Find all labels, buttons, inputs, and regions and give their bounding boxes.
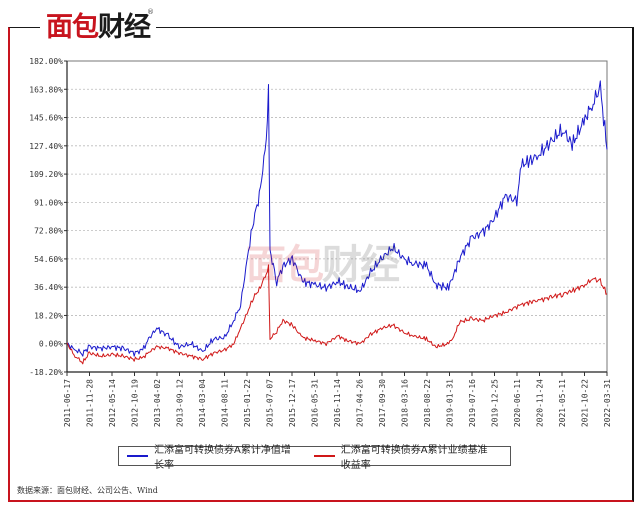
x-tick-label: 2017-04-26: [356, 379, 365, 427]
x-tick-label: 2020-06-11: [513, 379, 522, 427]
logo-text-red: 面包: [46, 11, 99, 43]
x-tick-label: 2011-11-28: [86, 379, 95, 427]
y-tick-label: 18.20%: [34, 311, 63, 320]
x-tick-label: 2016-11-14: [333, 379, 342, 427]
x-tick-label: 2016-05-31: [311, 379, 320, 427]
y-tick-label: 72.80%: [34, 227, 63, 236]
x-tick-label: 2011-06-17: [63, 379, 72, 427]
data-source-note: 数据来源：面包财经、公司公告、Wind: [17, 486, 158, 495]
legend-item-benchmark: 汇添富可转换债券A累计业绩基准收益率: [313, 441, 496, 471]
logo-text-dark: 财经: [98, 11, 151, 43]
x-tick-label: 2017-09-30: [378, 379, 387, 427]
x-tick-label: 2021-05-11: [558, 379, 567, 427]
x-tick-label: 2018-03-16: [401, 379, 410, 427]
x-tick-label: 2013-09-12: [176, 379, 185, 427]
legend-swatch-blue-icon: [127, 455, 149, 457]
x-tick-label: 2012-10-19: [131, 379, 140, 427]
x-tick-label: 2012-05-14: [108, 379, 117, 427]
chart-legend: 汇添富可转换债券A累计净值增长率 汇添富可转换债券A累计业绩基准收益率: [118, 445, 511, 471]
y-tick-label: -18.20%: [29, 368, 63, 377]
y-tick-label: 145.60%: [29, 114, 63, 123]
x-tick-label: 2018-08-22: [423, 379, 432, 427]
legend-swatch-red-icon: [313, 455, 335, 457]
series-line-benchmark: [66, 264, 608, 365]
y-tick-label: 127.40%: [29, 142, 63, 151]
x-tick-label: 2019-07-16: [468, 379, 477, 427]
legend-item-nav-growth: 汇添富可转换债券A累计净值增长率: [127, 441, 292, 471]
brand-logo: 面包财经 ®: [40, 8, 156, 46]
registered-mark-icon: ®: [147, 8, 154, 16]
x-tick-label: 2014-08-11: [221, 379, 230, 427]
legend-label: 汇添富可转换债券A累计净值增长率: [154, 445, 291, 471]
x-tick-label: 2019-01-31: [446, 379, 455, 427]
legend-label: 汇添富可转换债券A累计业绩基准收益率: [340, 445, 488, 471]
y-tick-label: 54.60%: [34, 255, 63, 264]
y-axis: 182.00% 163.80% 145.60% 127.40% 109.20% 91.00…: [29, 57, 68, 377]
series-line-nav-growth: [66, 80, 608, 357]
x-tick-label: 2015-07-07: [266, 379, 275, 427]
x-tick-label: 2020-11-24: [536, 379, 545, 427]
data-series: [66, 80, 608, 365]
x-tick-label: 2013-04-02: [153, 379, 162, 427]
y-tick-label: 91.00%: [34, 198, 63, 207]
x-tick-label: 2022-03-31: [603, 379, 612, 427]
y-tick-label: 182.00%: [29, 57, 63, 66]
x-tick-label: 2014-03-04: [198, 379, 207, 427]
plot-area: [66, 60, 608, 373]
x-axis: 2011-06-17 2011-11-28 2012-05-14 2012-10-19…: [63, 371, 612, 427]
y-tick-label: 0.00%: [39, 340, 63, 349]
y-tick-label: 163.80%: [29, 85, 63, 94]
y-tick-label: 36.40%: [34, 283, 63, 292]
x-tick-label: 2015-12-17: [288, 379, 297, 427]
x-tick-label: 2021-10-22: [581, 379, 590, 427]
y-tick-label: 109.20%: [29, 170, 63, 179]
grid-lines: [66, 60, 608, 373]
x-tick-label: 2015-01-22: [243, 379, 252, 427]
x-tick-label: 2019-12-25: [491, 379, 500, 427]
chart-frame: [8, 27, 634, 502]
